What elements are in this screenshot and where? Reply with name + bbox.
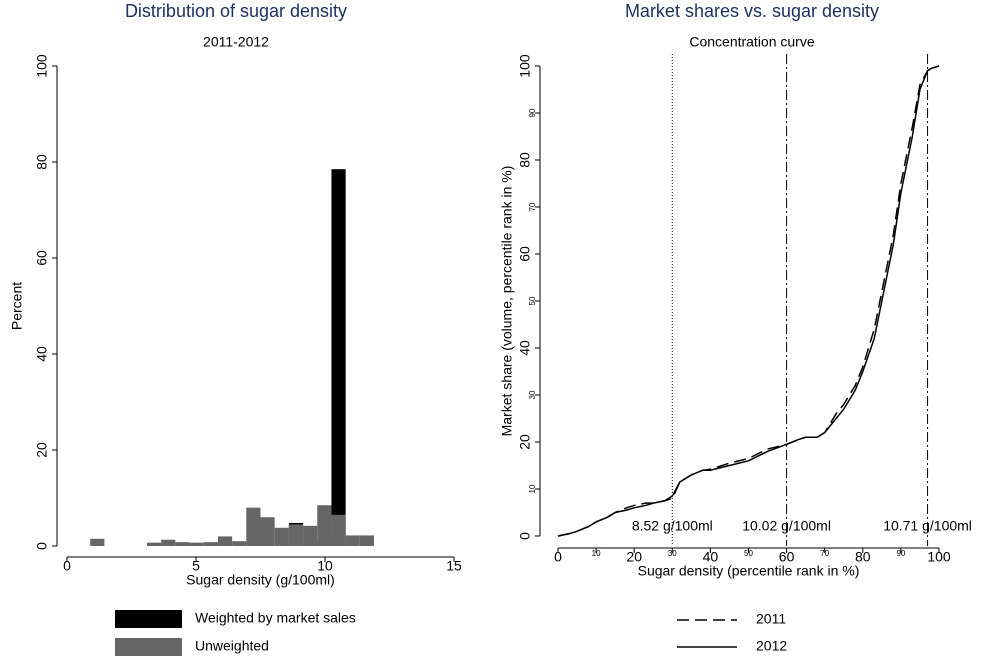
- x-tick-label: 10: [317, 558, 333, 574]
- histogram-bar: [260, 517, 275, 546]
- y-tick-label: 40: [517, 340, 533, 356]
- y-axis-label: Market share (volume, percentile rank in…: [499, 166, 515, 437]
- legend-swatch: [115, 638, 182, 656]
- histogram-bar: [175, 542, 190, 546]
- histogram-bar: [331, 514, 346, 546]
- y-tick-label: 100: [34, 54, 50, 78]
- y-tick-label: 0: [517, 532, 533, 540]
- chart-subtitle: 2011-2012: [203, 34, 269, 50]
- histogram-bar: [90, 538, 105, 546]
- reference-label: 10.02 g/100ml: [742, 518, 831, 534]
- x-tick-label: 100: [927, 549, 951, 565]
- histogram-bar: [217, 536, 233, 546]
- histogram-bar: [345, 535, 360, 546]
- x-axis-label: Sugar density (g/100ml): [186, 572, 335, 588]
- reference-label: 10.71 g/100ml: [883, 518, 972, 534]
- legend-swatch: [115, 610, 182, 628]
- x-tick-label: 50: [744, 549, 753, 558]
- y-tick-label: 60: [517, 246, 533, 262]
- reference-label: 8.52 g/100ml: [632, 518, 713, 534]
- histogram-bar: [331, 169, 346, 546]
- histogram-bar: [146, 542, 162, 546]
- y-tick-label: 90: [528, 108, 537, 117]
- x-tick-label: 70: [820, 549, 829, 558]
- y-tick-label: 100: [517, 54, 533, 78]
- y-tick-label: 0: [34, 542, 50, 550]
- y-tick-label: 30: [528, 390, 537, 399]
- histogram-bar: [161, 539, 176, 546]
- x-tick-label: 5: [192, 558, 200, 574]
- x-tick-label: 0: [554, 549, 562, 565]
- y-tick-label: 80: [517, 152, 533, 168]
- y-tick-label: 20: [34, 442, 50, 458]
- x-tick-label: 40: [703, 549, 719, 565]
- y-tick-label: 10: [528, 484, 537, 493]
- data-line: [557, 65, 940, 537]
- chart-title: Distribution of sugar density: [125, 1, 347, 21]
- legend-label: Weighted by market sales: [195, 610, 356, 626]
- histogram-bar: [288, 524, 304, 546]
- y-tick-label: 80: [34, 154, 50, 170]
- histogram-bar: [317, 505, 332, 546]
- y-tick-label: 20: [517, 434, 533, 450]
- y-tick-label: 50: [528, 296, 537, 305]
- histogram-bar: [189, 542, 204, 546]
- histogram-bar: [303, 525, 318, 546]
- y-tick-label: 60: [34, 250, 50, 266]
- histogram-bar: [359, 535, 375, 546]
- chart-title: Market shares vs. sugar density: [625, 1, 879, 21]
- y-tick-label: 70: [528, 202, 537, 211]
- legend-label: 2011: [756, 611, 786, 627]
- x-tick-label: 90: [896, 549, 905, 558]
- x-tick-label: 80: [855, 549, 871, 565]
- x-tick-label: 15: [446, 558, 462, 574]
- x-tick-label: 0: [63, 558, 71, 574]
- histogram-bar: [203, 542, 218, 546]
- histogram-bar: [274, 527, 289, 546]
- histogram-bar: [232, 541, 247, 546]
- x-axis-label: Sugar density (percentile rank in %): [638, 563, 860, 579]
- x-tick-label: 10: [592, 549, 601, 558]
- legend-label: Unweighted: [195, 638, 269, 654]
- chart-subtitle: Concentration curve: [689, 34, 815, 50]
- histogram-bar: [246, 507, 261, 546]
- y-tick-label: 40: [34, 346, 50, 362]
- x-tick-label: 60: [779, 549, 795, 565]
- y-axis-label: Percent: [9, 282, 25, 330]
- x-tick-label: 20: [626, 549, 642, 565]
- legend-label: 2012: [756, 638, 787, 654]
- x-tick-label: 30: [668, 549, 677, 558]
